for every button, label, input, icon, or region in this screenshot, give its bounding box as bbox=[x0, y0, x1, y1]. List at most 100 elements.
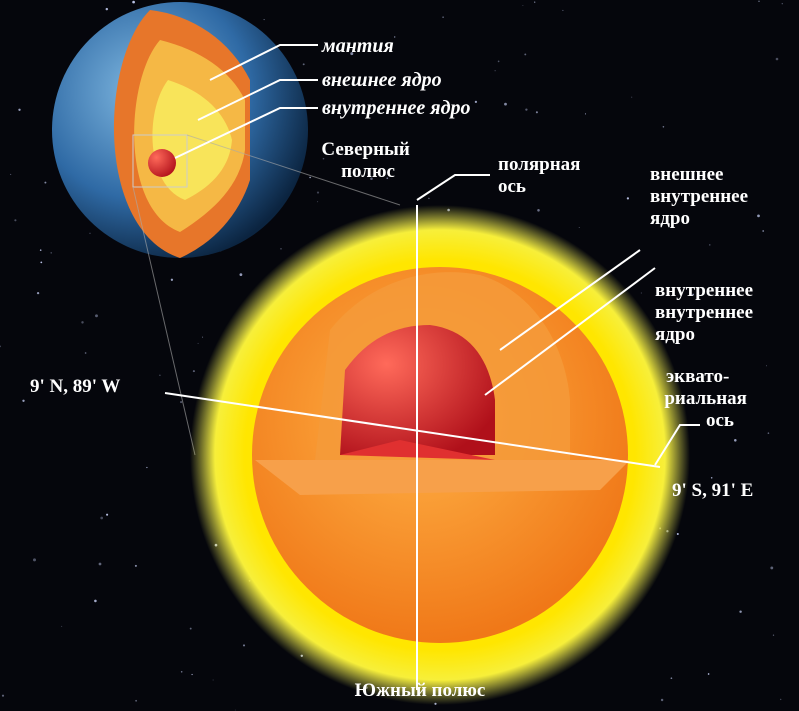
label-mantle: мантия bbox=[321, 35, 394, 57]
label-line: риальная bbox=[664, 388, 747, 409]
star bbox=[536, 111, 538, 113]
star bbox=[191, 674, 192, 675]
star bbox=[780, 699, 781, 700]
star bbox=[317, 201, 318, 202]
star bbox=[770, 566, 773, 569]
star bbox=[627, 197, 629, 199]
star bbox=[198, 343, 199, 344]
star bbox=[22, 400, 24, 402]
label-line: полюс bbox=[341, 161, 395, 182]
label-line: ось bbox=[498, 176, 526, 197]
star bbox=[757, 215, 760, 218]
star bbox=[711, 477, 713, 479]
star bbox=[579, 227, 580, 228]
star bbox=[663, 126, 665, 128]
star bbox=[18, 109, 20, 111]
star bbox=[762, 230, 764, 232]
star bbox=[768, 432, 770, 434]
star bbox=[33, 558, 36, 561]
star bbox=[522, 5, 523, 6]
star bbox=[94, 600, 97, 603]
label-line: полярная bbox=[498, 154, 580, 175]
star bbox=[562, 10, 563, 11]
label-line: внутреннее bbox=[655, 302, 753, 323]
star bbox=[317, 192, 319, 194]
star bbox=[85, 352, 87, 354]
star bbox=[202, 337, 203, 338]
star bbox=[428, 198, 430, 200]
star bbox=[773, 635, 774, 636]
label-line: внутреннее bbox=[655, 280, 753, 301]
diagram: мантия внешнее ядро внутреннее ядро Севе… bbox=[0, 0, 799, 711]
star bbox=[235, 710, 236, 711]
star bbox=[61, 626, 62, 627]
label-line: ядро bbox=[650, 208, 690, 229]
star bbox=[135, 700, 137, 702]
star bbox=[171, 279, 173, 281]
star bbox=[37, 292, 39, 294]
label-outer-core: внешнее ядро bbox=[322, 69, 442, 91]
star bbox=[671, 677, 673, 679]
star bbox=[106, 8, 108, 10]
label-line: внутреннее bbox=[650, 186, 748, 207]
star bbox=[309, 177, 310, 178]
label-inner-core: внутреннее ядро bbox=[322, 97, 471, 119]
star bbox=[264, 19, 265, 20]
core-sphere bbox=[190, 205, 690, 705]
label-line: ось bbox=[706, 410, 734, 431]
label-line: эквато- bbox=[666, 366, 729, 387]
star bbox=[776, 58, 779, 61]
star bbox=[89, 233, 90, 234]
star bbox=[44, 182, 46, 184]
star bbox=[495, 70, 496, 71]
star bbox=[442, 16, 444, 18]
star bbox=[631, 97, 632, 98]
star bbox=[758, 1, 760, 3]
star bbox=[708, 673, 710, 675]
star bbox=[734, 439, 737, 442]
star bbox=[100, 517, 103, 520]
star bbox=[159, 374, 161, 376]
star bbox=[106, 514, 108, 516]
star bbox=[475, 101, 477, 103]
star bbox=[524, 53, 526, 55]
star bbox=[213, 680, 214, 681]
star bbox=[782, 3, 783, 4]
star bbox=[498, 61, 500, 63]
label-line: ядро bbox=[655, 324, 695, 345]
star bbox=[281, 248, 282, 249]
star bbox=[739, 610, 741, 612]
star bbox=[40, 249, 42, 251]
label-south-pole: Южный полюс bbox=[355, 680, 486, 701]
star bbox=[135, 565, 137, 567]
star bbox=[303, 63, 305, 65]
star bbox=[641, 293, 642, 294]
star bbox=[193, 370, 195, 372]
star bbox=[180, 401, 182, 403]
star bbox=[95, 314, 98, 317]
star bbox=[40, 261, 42, 263]
star bbox=[661, 699, 663, 701]
star bbox=[243, 644, 245, 646]
star bbox=[766, 365, 767, 366]
star bbox=[709, 244, 710, 245]
star bbox=[525, 108, 527, 110]
star bbox=[537, 209, 540, 212]
label-line: Северный bbox=[321, 139, 409, 160]
label-point-north: 9' N, 89' W bbox=[30, 376, 120, 397]
label-point-south: 9' S, 91' E bbox=[672, 480, 753, 501]
star bbox=[585, 113, 586, 114]
star bbox=[14, 219, 16, 221]
star bbox=[534, 1, 535, 2]
star bbox=[2, 695, 4, 697]
star bbox=[240, 273, 243, 276]
star bbox=[51, 252, 52, 253]
star bbox=[132, 1, 135, 4]
star bbox=[10, 174, 11, 175]
star bbox=[146, 467, 147, 468]
star bbox=[181, 671, 183, 673]
star bbox=[504, 103, 507, 106]
star bbox=[190, 628, 192, 630]
star bbox=[394, 36, 395, 37]
label-line: внешнее bbox=[650, 164, 724, 185]
